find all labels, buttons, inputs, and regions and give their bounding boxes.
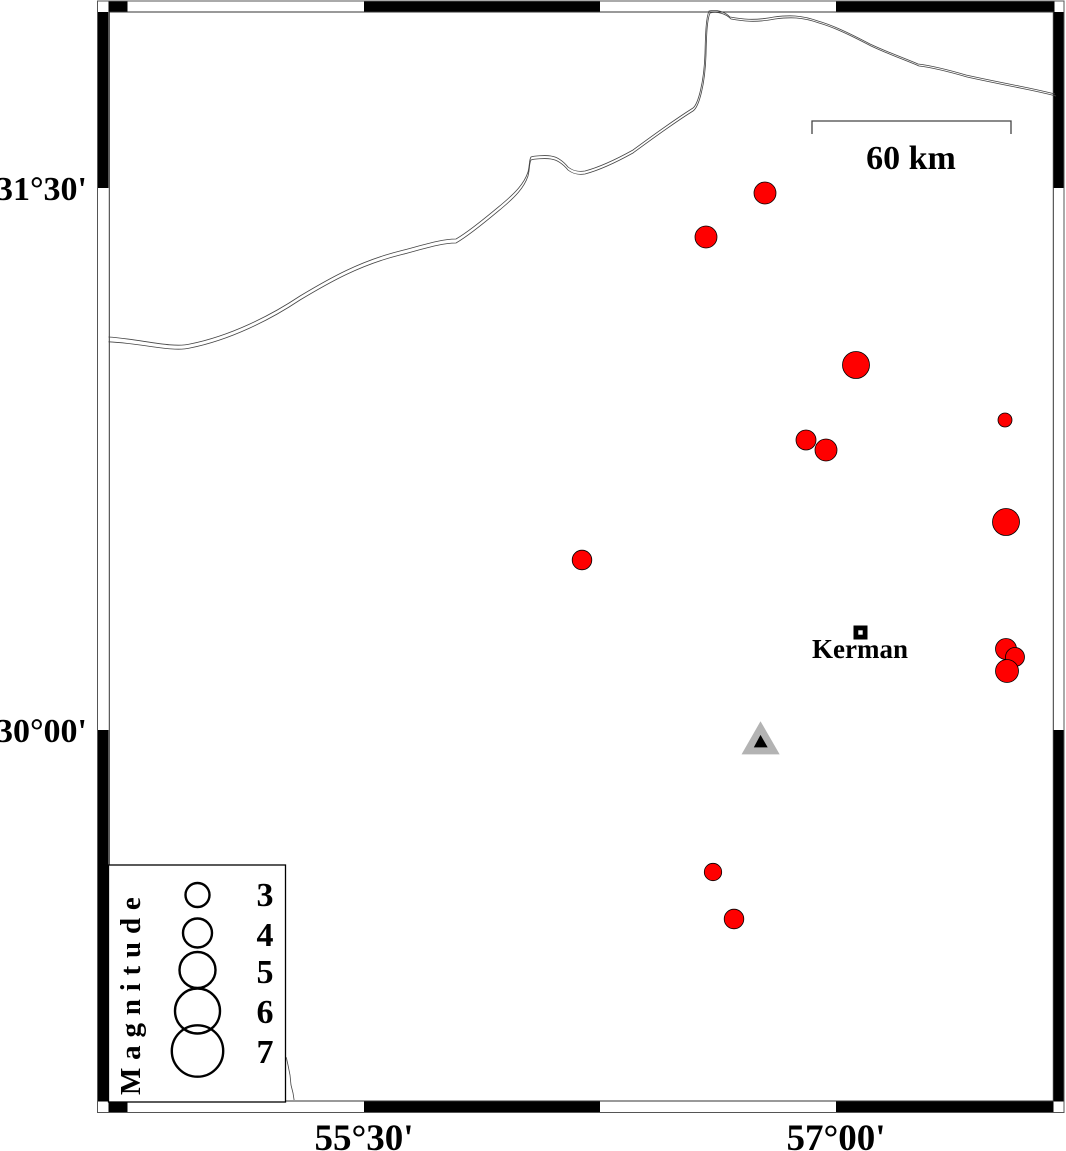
svg-text:Magnitude: Magnitude [115, 889, 147, 1095]
svg-text:4: 4 [257, 917, 274, 954]
svg-text:60 km: 60 km [866, 140, 956, 177]
svg-text:57°00': 57°00' [786, 1118, 885, 1151]
svg-text:6: 6 [257, 994, 274, 1031]
svg-text:5: 5 [257, 954, 274, 991]
svg-text:31°30': 31°30' [0, 171, 87, 208]
svg-text:55°30': 55°30' [314, 1118, 413, 1151]
svg-text:3: 3 [257, 877, 274, 914]
svg-text:Kerman: Kerman [812, 634, 908, 664]
svg-text:30°00': 30°00' [0, 713, 87, 750]
svg-text:7: 7 [257, 1034, 274, 1071]
